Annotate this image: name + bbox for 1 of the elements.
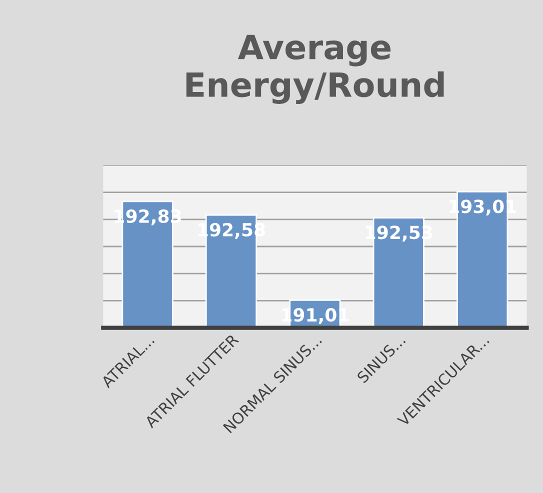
chart-title: Average Energy/Round (186, 34, 444, 104)
